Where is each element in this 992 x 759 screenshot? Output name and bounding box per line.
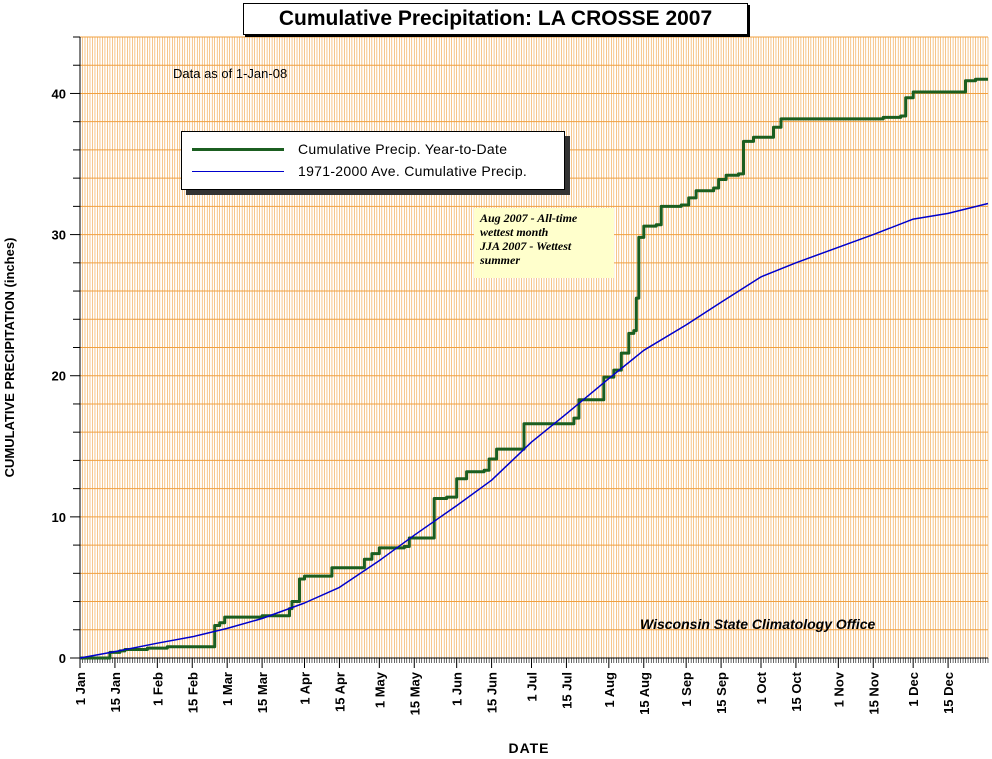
series-line-average bbox=[79, 202, 989, 659]
y-tick-label: 20 bbox=[52, 369, 66, 384]
legend-label-average: 1971-2000 Ave. Cumulative Precip. bbox=[298, 163, 528, 179]
y-tick-label: 10 bbox=[52, 510, 66, 525]
x-tick-label: 15 Jun bbox=[485, 672, 500, 713]
x-tick-label: 1 Dec bbox=[906, 672, 921, 707]
source-credit: Wisconsin State Climatology Office bbox=[640, 616, 876, 632]
x-axis-title: DATE bbox=[508, 740, 549, 756]
x-tick-label: 1 Oct bbox=[754, 671, 769, 704]
legend-swatch-ytd bbox=[192, 147, 284, 151]
x-tick-label: 15 Dec bbox=[941, 672, 956, 714]
legend-entry-ytd: Cumulative Precip. Year-to-Date bbox=[192, 140, 507, 158]
x-tick-label: 15 Jul bbox=[559, 672, 574, 709]
legend-swatch-average bbox=[192, 170, 284, 172]
x-tick-label: 1 Aug bbox=[602, 672, 617, 708]
x-tick-label: 1 Sep bbox=[679, 672, 694, 707]
y-axis-title: CUMULATIVE PRECIPITATION (inches) bbox=[2, 238, 17, 478]
x-tick-label: 1 Mar bbox=[220, 672, 235, 706]
data-date-note: Data as of 1-Jan-08 bbox=[173, 66, 288, 81]
series-line-ytd bbox=[80, 77, 988, 660]
x-tick-label: 15 Jan bbox=[108, 672, 123, 713]
x-tick-label: 1 Feb bbox=[150, 672, 165, 706]
x-tick-label: 15 Mar bbox=[255, 672, 270, 713]
chart-title: Cumulative Precipitation: LA CROSSE 2007 bbox=[243, 3, 748, 35]
x-tick-label: 15 Nov bbox=[866, 671, 881, 714]
x-tick-label: 15 Oct bbox=[789, 671, 804, 711]
legend-entry-average: 1971-2000 Ave. Cumulative Precip. bbox=[192, 162, 527, 180]
y-tick-label: 30 bbox=[52, 228, 66, 243]
x-tick-label: 1 Apr bbox=[298, 672, 313, 705]
y-tick-label: 0 bbox=[59, 651, 66, 666]
record-annotation: Aug 2007 - All-time wettest month JJA 20… bbox=[474, 208, 614, 278]
x-tick-label: 15 Aug bbox=[637, 672, 652, 715]
x-tick-label: 1 May bbox=[372, 671, 387, 708]
x-tick-label: 15 Feb bbox=[185, 672, 200, 713]
annotation-line: summer bbox=[480, 253, 521, 267]
x-tick-label: 1 Jun bbox=[450, 672, 465, 706]
x-tick-label: 15 Sep bbox=[714, 672, 729, 714]
x-tick-label: 1 Jan bbox=[73, 672, 88, 705]
annotation-line: JJA 2007 - Wettest bbox=[480, 239, 572, 253]
x-tick-label: 1 Jul bbox=[525, 672, 540, 702]
x-tick-label: 1 Nov bbox=[831, 671, 846, 707]
annotation-line: wettest month bbox=[480, 225, 549, 239]
x-tick-label: 15 Apr bbox=[332, 672, 347, 712]
chart-legend: Cumulative Precip. Year-to-Date 1971-200… bbox=[181, 131, 565, 190]
legend-label-ytd: Cumulative Precip. Year-to-Date bbox=[298, 141, 508, 157]
y-tick-label: 40 bbox=[52, 86, 66, 101]
x-tick-label: 15 May bbox=[407, 671, 422, 715]
annotation-line: Aug 2007 - All-time bbox=[480, 211, 578, 225]
